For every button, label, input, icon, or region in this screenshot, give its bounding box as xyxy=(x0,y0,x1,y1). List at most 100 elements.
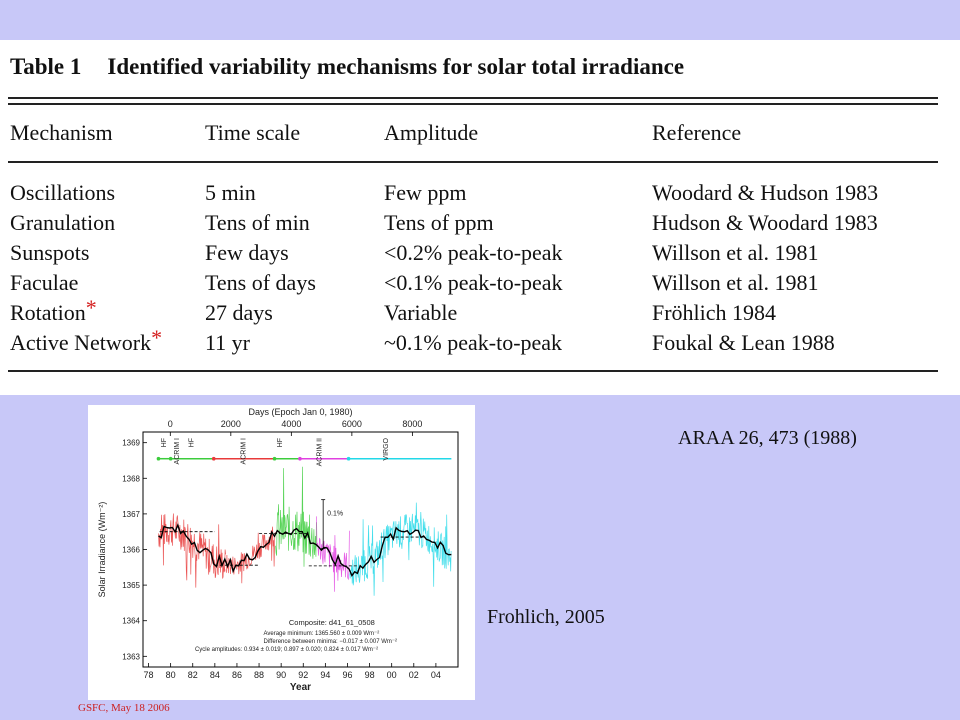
daily-irradiance-series xyxy=(349,502,452,596)
x-tick-label: 92 xyxy=(298,670,308,680)
cell-timescale: Few days xyxy=(205,240,289,265)
instrument-label: ACRIM I xyxy=(240,438,247,465)
table-row: Granulation Tens of min Tens of ppm Huds… xyxy=(0,210,960,240)
header-amplitude: Amplitude xyxy=(384,120,479,145)
cell-timescale: Tens of days xyxy=(205,270,316,295)
cell-timescale: Tens of min xyxy=(205,210,310,235)
composite-stat-line: Difference between minima: −0.017 ± 0.00… xyxy=(263,639,397,645)
composite-title: Composite: d41_61_0508 xyxy=(289,618,375,627)
y-tick-label: 1368 xyxy=(122,474,140,483)
cell-reference: Foukal & Lean 1988 xyxy=(652,330,835,355)
composite-stat-line: Cycle amplitudes: 0.934 ± 0.019; 0.897 ±… xyxy=(195,647,378,653)
x-tick-label: 96 xyxy=(342,670,352,680)
cell-timescale: 5 min xyxy=(205,180,256,205)
top-tick-label: 4000 xyxy=(281,419,301,429)
cell-amplitude: ~0.1% peak-to-peak xyxy=(384,330,563,355)
y-tick-label: 1365 xyxy=(122,581,140,590)
x-tick-label: 98 xyxy=(365,670,375,680)
x-tick-label: 90 xyxy=(276,670,286,680)
smoothed-irradiance-line xyxy=(158,523,452,577)
header-reference: Reference xyxy=(652,120,742,145)
y-tick-label: 1366 xyxy=(122,546,140,555)
cell-reference: Fröhlich 1984 xyxy=(652,300,777,325)
x-tick-label: 78 xyxy=(144,670,154,680)
y-tick-label: 1364 xyxy=(122,617,140,626)
daily-irradiance-series xyxy=(225,526,276,584)
table-number: Table 1 xyxy=(10,54,82,79)
y-axis-label: Solar Irradiance (Wm⁻²) xyxy=(97,502,107,598)
table-row: Faculae Tens of days <0.1% peak-to-peak … xyxy=(0,270,960,300)
daily-irradiance-series xyxy=(316,516,350,592)
cell-mechanism-text: Active Network xyxy=(10,330,152,355)
table-panel: Table 1 Identified variability mechanisms… xyxy=(0,40,960,395)
cell-mechanism: Granulation xyxy=(10,210,116,235)
cell-reference: Hudson & Woodard 1983 xyxy=(652,210,878,235)
instrument-span-marker xyxy=(346,456,351,461)
cell-mechanism: Oscillations xyxy=(10,180,116,205)
cell-reference: Woodard & Hudson 1983 xyxy=(652,180,879,205)
x-tick-label: 02 xyxy=(409,670,419,680)
top-axis-label: Days (Epoch Jan 0, 1980) xyxy=(248,407,352,417)
cell-mechanism: Faculae xyxy=(10,270,79,295)
table-header-row: Mechanism Time scale Amplitude Reference xyxy=(0,120,960,150)
y-tick-label: 1369 xyxy=(122,439,140,448)
x-tick-label: 82 xyxy=(188,670,198,680)
x-tick-label: 94 xyxy=(320,670,330,680)
plot-frame xyxy=(142,431,459,668)
x-tick-label: 84 xyxy=(210,670,220,680)
citation: ARAA 26, 473 (1988) xyxy=(678,427,857,449)
daily-irradiance-series xyxy=(158,513,226,588)
instrument-span-marker xyxy=(298,456,302,461)
instrument-label: ACRIM II xyxy=(317,438,324,466)
irradiance-plot: Days (Epoch Jan 0, 1980)0 2000 4000 6000 800… xyxy=(97,407,459,693)
x-axis-label: Year xyxy=(290,682,311,693)
figure-credit: Frohlich, 2005 xyxy=(487,606,605,628)
table-row: Sunspots Few days <0.2% peak-to-peak Wil… xyxy=(0,240,960,270)
scale-bar-label: 0.1% xyxy=(327,511,343,518)
instrument-span-marker xyxy=(211,456,216,461)
x-tick-label: 86 xyxy=(232,670,242,680)
x-tick-label: 04 xyxy=(431,670,441,680)
cell-mechanism: Sunspots xyxy=(10,240,90,265)
cell-reference: Willson et al. 1981 xyxy=(652,270,819,295)
table-bottom-rule xyxy=(8,370,938,372)
instrument-span-marker xyxy=(272,456,277,461)
table-row: Oscillations 5 min Few ppm Woodard & Hud… xyxy=(0,180,960,210)
solar-irradiance-figure: Days (Epoch Jan 0, 1980) 0 2000 4000 6000 800… xyxy=(88,405,475,700)
cell-mechanism-text: Rotation xyxy=(10,300,86,325)
cell-reference: Willson et al. 1981 xyxy=(652,240,819,265)
cell-timescale: 11 yr xyxy=(205,330,251,355)
top-tick-label: 8000 xyxy=(402,419,422,429)
composite-stat-line: Average minimum: 1365.560 ± 0.009 Wm⁻² xyxy=(263,631,379,637)
instrument-label: VIRGO xyxy=(383,437,390,460)
top-tick-label: 0 xyxy=(168,419,173,429)
x-tick-label: 80 xyxy=(166,670,176,680)
cell-amplitude: <0.2% peak-to-peak xyxy=(384,240,563,265)
table-header-rule xyxy=(8,161,938,163)
table-row: Rotation* 27 days Variable Fröhlich 1984 xyxy=(0,295,960,330)
instrument-label: HF xyxy=(189,438,196,447)
header-mechanism: Mechanism xyxy=(10,120,113,145)
x-tick-label: 88 xyxy=(254,670,264,680)
instrument-label: HF xyxy=(161,438,168,447)
star-marker: * xyxy=(85,295,97,320)
table-caption: Identified variability mechanisms for so… xyxy=(107,54,685,79)
table-top-rule-2 xyxy=(8,103,938,105)
table-title: Table 1 Identified variability mechanisms… xyxy=(10,54,684,80)
cell-mechanism: Active Network* xyxy=(10,325,162,356)
cell-amplitude: Variable xyxy=(384,300,458,325)
table-row: Active Network* 11 yr ~0.1% peak-to-peak… xyxy=(0,325,960,360)
header-time-scale: Time scale xyxy=(205,120,301,145)
cell-timescale: 27 days xyxy=(205,300,273,325)
cell-amplitude: <0.1% peak-to-peak xyxy=(384,270,563,295)
table-top-rule xyxy=(8,97,938,99)
top-tick-label: 6000 xyxy=(342,419,362,429)
instrument-label: ACRIM I xyxy=(174,438,181,465)
top-tick-label: 2000 xyxy=(221,419,241,429)
instrument-label: HF xyxy=(277,438,284,447)
y-tick-label: 1363 xyxy=(122,652,140,661)
instrument-span-marker xyxy=(156,456,161,461)
y-tick-label: 1367 xyxy=(122,510,140,519)
star-marker: * xyxy=(151,325,163,350)
cell-amplitude: Tens of ppm xyxy=(384,210,494,235)
